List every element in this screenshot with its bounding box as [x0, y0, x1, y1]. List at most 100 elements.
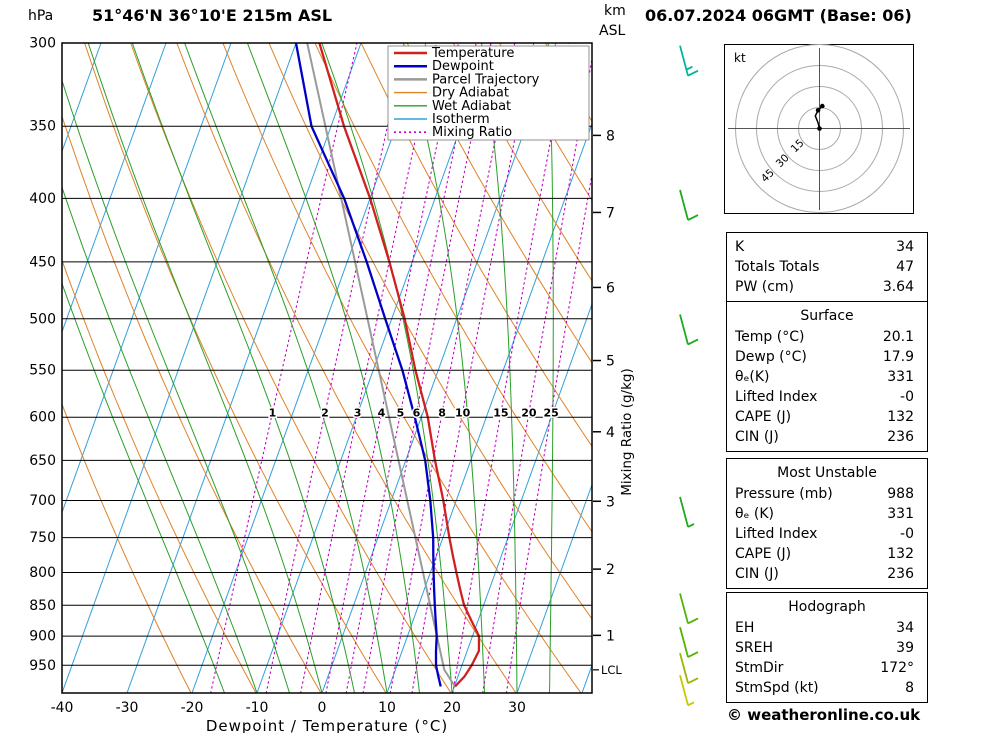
svg-text:3: 3 — [606, 494, 615, 510]
km-axis: 1 2 3 4 5 6 7 8 LCL — [593, 128, 622, 677]
svg-text:900: 900 — [29, 629, 56, 645]
hodograph-dot — [820, 103, 825, 109]
row-label: Lifted Index — [735, 526, 818, 542]
table-row: θₑ(K) 331 — [727, 367, 927, 387]
svg-text:10: 10 — [455, 407, 471, 420]
svg-text:2: 2 — [321, 407, 329, 420]
row-value: 132 — [887, 409, 914, 425]
row-label: CAPE (J) — [735, 546, 792, 562]
svg-text:Dry Adiabat: Dry Adiabat — [432, 86, 509, 101]
hodograph-table: Hodograph EH 34 SREH 39 StmDir 172° StmSpd … — [726, 592, 928, 703]
svg-text:-40: -40 — [51, 700, 74, 716]
row-label: CAPE (J) — [735, 409, 792, 425]
table-row: EH 34 — [727, 618, 927, 638]
wind-barb — [679, 675, 695, 707]
wind-barb — [679, 45, 699, 77]
svg-text:0: 0 — [318, 700, 327, 716]
row-label: Pressure (mb) — [735, 486, 833, 502]
mixing-ratio-axis-title: Mixing Ratio (g/kg) — [619, 368, 635, 496]
svg-text:8: 8 — [438, 407, 446, 420]
row-label: K — [735, 239, 745, 255]
svg-text:500: 500 — [29, 311, 56, 327]
temperature-axis-labels: -40 -30 -20 -10 0 10 20 30 — [51, 700, 526, 716]
hodograph-dot — [817, 126, 822, 131]
row-value: 34 — [896, 239, 914, 255]
row-value: 3.64 — [882, 279, 914, 295]
table-row: Lifted Index -0 — [727, 387, 927, 407]
row-label: StmSpd (kt) — [735, 680, 819, 696]
row-value: 172° — [880, 660, 914, 676]
dewpoint-line — [294, 43, 442, 687]
x-axis-title: Dewpoint / Temperature (°C) — [206, 717, 448, 733]
datetime-label: 06.07.2024 06GMT (Base: 06) — [645, 6, 912, 25]
row-label: StmDir — [735, 660, 784, 676]
row-label: SREH — [735, 640, 773, 656]
row-label: θₑ (K) — [735, 506, 774, 522]
table-title: Surface — [800, 308, 854, 324]
table-row: Temp (°C) 20.1 — [727, 327, 927, 347]
row-label: PW (cm) — [735, 279, 794, 295]
row-label: Dewp (°C) — [735, 349, 807, 365]
svg-text:700: 700 — [29, 493, 56, 509]
surface-table: Surface Temp (°C) 20.1 Dewp (°C) 17.9 θₑ(K… — [726, 301, 928, 452]
svg-text:5: 5 — [397, 407, 405, 420]
wind-barb — [679, 593, 699, 625]
svg-text:2: 2 — [606, 562, 615, 578]
row-label: CIN (J) — [735, 429, 779, 445]
km-axis-label: km — [604, 3, 626, 19]
table-row: StmSpd (kt) 8 — [727, 678, 927, 698]
table-row: SREH 39 — [727, 638, 927, 658]
skewt-svg: 1 2 3 4 5 6 8 10 15 20 253003504004505005506006507… — [29, 36, 699, 733]
temperature-line — [318, 43, 481, 688]
table-row: Totals Totals 47 — [727, 257, 927, 277]
svg-text:LCL: LCL — [601, 663, 622, 677]
table-row: CAPE (J) 132 — [727, 544, 927, 564]
svg-text:Parcel Trajectory: Parcel Trajectory — [432, 72, 540, 87]
svg-text:650: 650 — [29, 453, 56, 469]
row-value: 988 — [887, 486, 914, 502]
svg-text:10: 10 — [378, 700, 396, 716]
asl-axis-label: ASL — [599, 23, 626, 39]
svg-text:600: 600 — [29, 410, 56, 426]
table-row: CAPE (J) 132 — [727, 407, 927, 427]
svg-text:Mixing Ratio: Mixing Ratio — [432, 125, 512, 140]
svg-text:Dewpoint: Dewpoint — [432, 59, 494, 74]
svg-text:-20: -20 — [181, 700, 204, 716]
hodograph-dot — [815, 108, 821, 113]
row-value: 47 — [896, 259, 914, 275]
svg-text:Isotherm: Isotherm — [432, 112, 490, 127]
pressure-gridlines — [62, 42, 592, 666]
row-value: 39 — [896, 640, 914, 656]
wind-barb — [679, 314, 699, 346]
svg-text:450: 450 — [29, 254, 56, 270]
copyright: © weatheronline.co.uk — [727, 706, 921, 724]
svg-text:850: 850 — [29, 598, 56, 614]
row-label: EH — [735, 620, 755, 636]
row-value: 34 — [896, 620, 914, 636]
row-label: CIN (J) — [735, 566, 779, 582]
row-value: 17.9 — [882, 349, 914, 365]
svg-text:6: 6 — [606, 280, 615, 296]
table-row: K 34 — [727, 237, 927, 257]
svg-text:8: 8 — [606, 128, 615, 144]
table-title: Hodograph — [788, 599, 866, 615]
wet-adiabat-lines — [62, 43, 554, 693]
table-title: Most Unstable — [777, 465, 877, 481]
svg-text:3: 3 — [354, 407, 362, 420]
indices-table: K 34 Totals Totals 47 PW (cm) 3.64 — [726, 232, 928, 302]
row-label: Lifted Index — [735, 389, 818, 405]
row-label: Temp (°C) — [735, 329, 805, 345]
row-value: 331 — [887, 506, 914, 522]
wind-barb — [679, 189, 699, 221]
row-value: 132 — [887, 546, 914, 562]
svg-text:30: 30 — [508, 700, 526, 716]
page-title: 51°46'N 36°10'E 215m ASL — [92, 6, 333, 25]
row-value: 8 — [905, 680, 914, 696]
row-value: 331 — [887, 369, 914, 385]
row-value: 236 — [887, 429, 914, 445]
svg-text:25: 25 — [544, 407, 559, 420]
pressure-unit-label: hPa — [28, 8, 54, 24]
